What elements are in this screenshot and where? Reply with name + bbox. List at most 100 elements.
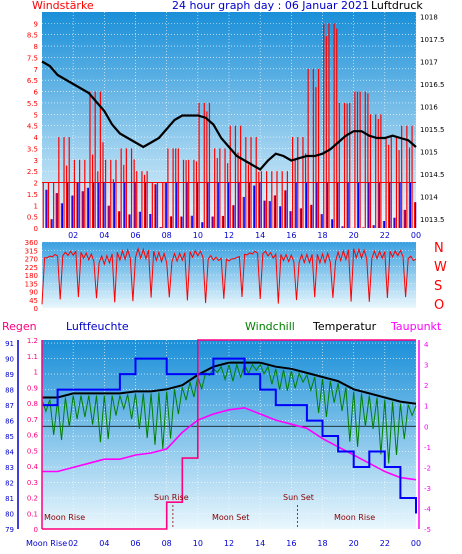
pressure-line — [41, 60, 417, 171]
x-tick-label: 04 — [99, 539, 109, 548]
x-tick-label: 16 — [286, 539, 296, 548]
humidity-tick-label: 83 — [5, 464, 14, 472]
x-tick-label: 06 — [130, 539, 140, 548]
x-tick-label: 02 — [68, 231, 78, 240]
rain-label: Regen — [2, 320, 37, 333]
wind-tick-label: 4 — [34, 134, 39, 142]
wind-tick-label: 6.5 — [27, 77, 38, 85]
rain-tick-label: 0.3 — [27, 479, 38, 487]
x-tick-label: 12 — [224, 231, 234, 240]
temperature-tick-label: 1 — [424, 403, 428, 411]
temperature-line — [42, 361, 417, 405]
x-tick-label: 02 — [68, 539, 78, 548]
direction-tick-label: 315 — [25, 247, 38, 255]
pressure-tick-label: 1017.5 — [420, 36, 445, 44]
humidity-tick-label: 80 — [5, 511, 14, 519]
pressure-tick-label: 1015.5 — [420, 126, 445, 134]
temperature-tick-label: 3 — [424, 362, 428, 370]
humidity-tick-label: 89 — [5, 371, 14, 379]
direction-n-top: N — [434, 241, 444, 256]
x-tick-label: 10 — [193, 231, 203, 240]
dewpoint-label: Taupunkt — [390, 320, 442, 333]
x-tick-label: 22 — [380, 231, 390, 240]
wind-tick-label: 3.5 — [27, 145, 38, 153]
wind-strength-label: Windstärke — [32, 0, 94, 12]
wind-tick-label: 2 — [34, 180, 38, 188]
humidity-tick-label: 81 — [5, 495, 14, 503]
humidity-tick-label: 82 — [5, 480, 14, 488]
direction-tick-label: 180 — [25, 272, 38, 280]
x-tick-label: 00 — [411, 539, 421, 548]
wind-tick-label: 7 — [34, 66, 38, 74]
temperature-tick-label: -4 — [424, 505, 432, 513]
x-tick-label: 08 — [162, 539, 172, 548]
rain-tick-label: 0.1 — [27, 510, 38, 518]
x-tick-label: 18 — [317, 539, 327, 548]
pressure-tick-label: 1014.5 — [420, 171, 445, 179]
x-tick-label: 06 — [130, 231, 140, 240]
humidity-tick-label: 88 — [5, 387, 14, 395]
rain-tick-label: 0.5 — [27, 447, 38, 455]
direction-tick-label: 0 — [34, 305, 38, 313]
pressure-label: Luftdruck — [371, 0, 423, 12]
humidity-tick-label: 84 — [5, 449, 14, 457]
moon-rise-left-label: Moon Rise — [44, 513, 85, 522]
x-tick-label: 22 — [380, 539, 390, 548]
humidity-tick-label: 91 — [5, 340, 14, 348]
x-tick-label: 14 — [255, 539, 265, 548]
x-tick-label: 18 — [317, 231, 327, 240]
temperature-tick-label: 2 — [424, 382, 428, 390]
temperature-label: Temperatur — [312, 320, 377, 333]
x-tick-label: 08 — [162, 231, 172, 240]
rain-tick-label: 0.8 — [27, 400, 38, 408]
humidity-line — [42, 357, 417, 514]
moon-set-label: Moon Set — [212, 513, 249, 522]
wind-tick-label: 7.5 — [27, 54, 38, 62]
wind-tick-label: 5.5 — [27, 100, 38, 108]
direction-o: O — [434, 298, 444, 313]
rain-tick-label: 1 — [34, 369, 38, 377]
pressure-tick-label: 1013.5 — [420, 216, 445, 224]
rain-tick-label: 1.2 — [27, 337, 38, 345]
x-tick-label: 14 — [255, 231, 265, 240]
temperature-tick-label: -2 — [424, 464, 431, 472]
wind-tick-label: 6 — [34, 89, 39, 97]
rain-line — [42, 339, 416, 530]
humidity-tick-label: 87 — [5, 402, 14, 410]
pressure-tick-label: 1016.5 — [420, 81, 445, 89]
x-tick-label: 20 — [349, 539, 359, 548]
wind-tick-label: 8 — [34, 43, 38, 51]
wind-tick-label: 3 — [34, 157, 38, 165]
x-tick-label: 04 — [99, 231, 109, 240]
chart-title: 24 hour graph day : 06 Januar 2021 — [172, 0, 369, 12]
x-tick-label: 10 — [193, 539, 203, 548]
windchill-label: Windchill — [245, 320, 295, 333]
x-tick-label: 20 — [349, 231, 359, 240]
temperature-tick-label: -5 — [424, 526, 431, 534]
humidity-tick-label: 85 — [5, 433, 14, 441]
direction-tick-label: 45 — [29, 297, 38, 305]
rain-tick-label: 0.6 — [27, 432, 39, 440]
rain-tick-label: 0.7 — [27, 416, 38, 424]
wind-tick-label: 5 — [34, 111, 38, 119]
sun-set-label: Sun Set — [283, 493, 314, 502]
direction-tick-label: 135 — [25, 280, 38, 288]
direction-s: S — [434, 279, 442, 294]
x-tick-label: 12 — [224, 539, 234, 548]
direction-tick-label: 360 — [25, 239, 38, 247]
x-tick-label: 00 — [411, 231, 421, 240]
humidity-tick-label: 86 — [5, 418, 14, 426]
wind-tick-label: 8.5 — [27, 32, 38, 40]
wind-tick-label: 4.5 — [27, 123, 38, 131]
pressure-tick-label: 1018 — [420, 14, 438, 22]
pressure-tick-label: 1016 — [420, 104, 438, 112]
temperature-tick-label: 0 — [424, 423, 428, 431]
pressure-tick-label: 1017 — [420, 59, 438, 67]
pressure-tick-label: 1015 — [420, 149, 438, 157]
humidity-tick-label: 79 — [5, 526, 14, 534]
direction-tick-label: 270 — [25, 256, 38, 264]
rain-tick-label: 0.9 — [27, 384, 38, 392]
wind-tick-label: 1.5 — [27, 191, 38, 199]
rain-tick-label: 0 — [34, 526, 38, 534]
